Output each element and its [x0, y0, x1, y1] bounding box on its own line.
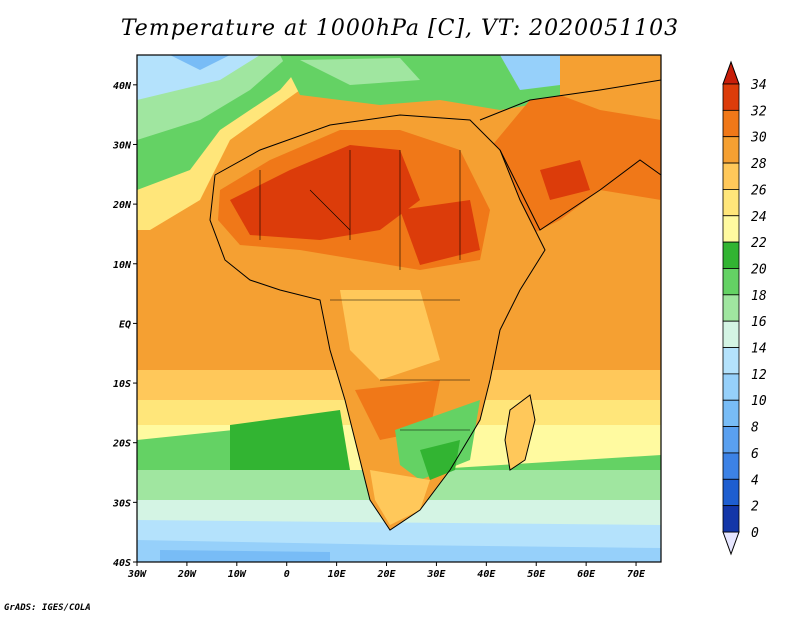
colorbar-segment	[722, 241, 740, 269]
colorbar-label: 2	[751, 500, 759, 515]
ocean-north-atlantic-14	[137, 55, 260, 100]
south-africa	[370, 470, 430, 525]
colorbar-segment	[722, 189, 740, 217]
colorbar-label: 32	[750, 104, 767, 119]
sahara-core	[230, 145, 420, 240]
arabia-core	[540, 160, 590, 200]
lat-tick-label: 30S	[112, 498, 131, 509]
lon-tick-label: 10E	[328, 569, 347, 580]
colorbar-segment	[722, 373, 740, 401]
europe-land	[300, 58, 420, 85]
asia-coastline	[479, 79, 662, 121]
axis-ticks: 30W 20W 10W 0 10E 20E 30E 40E 50E 60E 70E 40N 30N 20N…	[112, 81, 646, 580]
congo-basin	[340, 290, 440, 380]
map-title: Temperature at 1000hPa [C], VT: 20200511…	[120, 16, 680, 41]
country-borders	[259, 150, 470, 431]
lon-tick-label: 20E	[376, 569, 396, 580]
lon-tick-label: 50E	[527, 569, 546, 580]
colorbar-segment	[722, 347, 740, 375]
plot-frame	[136, 54, 662, 563]
ocean-band-10	[160, 550, 330, 562]
colorbar-label: 8	[751, 421, 759, 436]
colorbar-label: 10	[751, 394, 767, 409]
arabia-coastline	[499, 149, 662, 231]
colorbar-label: 34	[750, 78, 767, 93]
colorbar-label: 26	[751, 183, 767, 198]
iran-region	[560, 80, 661, 120]
colorbar-label: 16	[751, 315, 767, 330]
colorbar-label: 22	[751, 236, 767, 251]
colorbar-label: 14	[751, 342, 767, 357]
lon-tick-label: 70E	[627, 569, 646, 580]
lat-tick-label: 30N	[112, 140, 132, 151]
africa-coastline	[209, 114, 546, 531]
colorbar-segment	[722, 268, 740, 296]
lat-tick-label: 20S	[112, 439, 131, 450]
colorbar-label: 0	[751, 526, 759, 541]
colorbar-segment	[722, 162, 740, 190]
lat-tick-label: 10N	[113, 260, 132, 271]
colorbar-label: 30	[750, 131, 767, 146]
lon-tick-label: 20W	[177, 569, 197, 580]
lon-tick-label: 10W	[228, 569, 247, 580]
lat-tick-label: 40N	[113, 81, 132, 92]
colorbar-segment	[722, 426, 740, 454]
colorbar-label: 24	[751, 210, 767, 225]
colorbar-label: 4	[751, 473, 759, 488]
ocean-green-sw2	[230, 410, 350, 470]
colorbar-segment	[722, 83, 740, 111]
lon-tick-label: 60E	[577, 569, 596, 580]
lon-tick-label: 30E	[426, 569, 446, 580]
madagascar	[505, 395, 535, 470]
colorbar-segment	[722, 294, 740, 322]
southeast-africa-green	[395, 400, 480, 480]
colorbar-label: 28	[751, 157, 767, 172]
lat-tick-label: 40S	[113, 558, 131, 569]
colorbar-segment	[722, 136, 740, 164]
lon-tick-label: 30W	[127, 569, 147, 580]
colorbar-label: 20	[751, 262, 767, 277]
lat-tick-label: 20N	[112, 200, 132, 211]
madagascar-coastline	[504, 394, 536, 471]
lon-tick-label: 40E	[477, 569, 496, 580]
lon-tick-label: 0	[284, 569, 290, 580]
colorbar-top-arrow	[722, 60, 740, 85]
ocean-north-atlantic-10	[170, 55, 230, 70]
colorbar-bottom-arrow	[722, 531, 740, 556]
colorbar-segment	[722, 478, 740, 507]
colorbar-segment	[722, 109, 740, 138]
colorbar-label: 12	[751, 368, 767, 383]
colorbar-label: 6	[751, 447, 759, 462]
colorbar-segment	[722, 399, 740, 427]
lat-tick-label: EQ	[119, 319, 131, 330]
credit-text: GrADS: IGES/COLA	[4, 603, 91, 613]
lat-tick-label: 10S	[113, 379, 131, 390]
colorbar-segment	[722, 452, 740, 480]
black-sea-region	[500, 55, 560, 90]
colorbar-segment	[722, 505, 740, 533]
colorbar-segment	[722, 215, 740, 243]
colorbar-segment	[722, 320, 740, 348]
colorbar-label: 18	[751, 289, 767, 304]
map-plot	[136, 54, 662, 563]
